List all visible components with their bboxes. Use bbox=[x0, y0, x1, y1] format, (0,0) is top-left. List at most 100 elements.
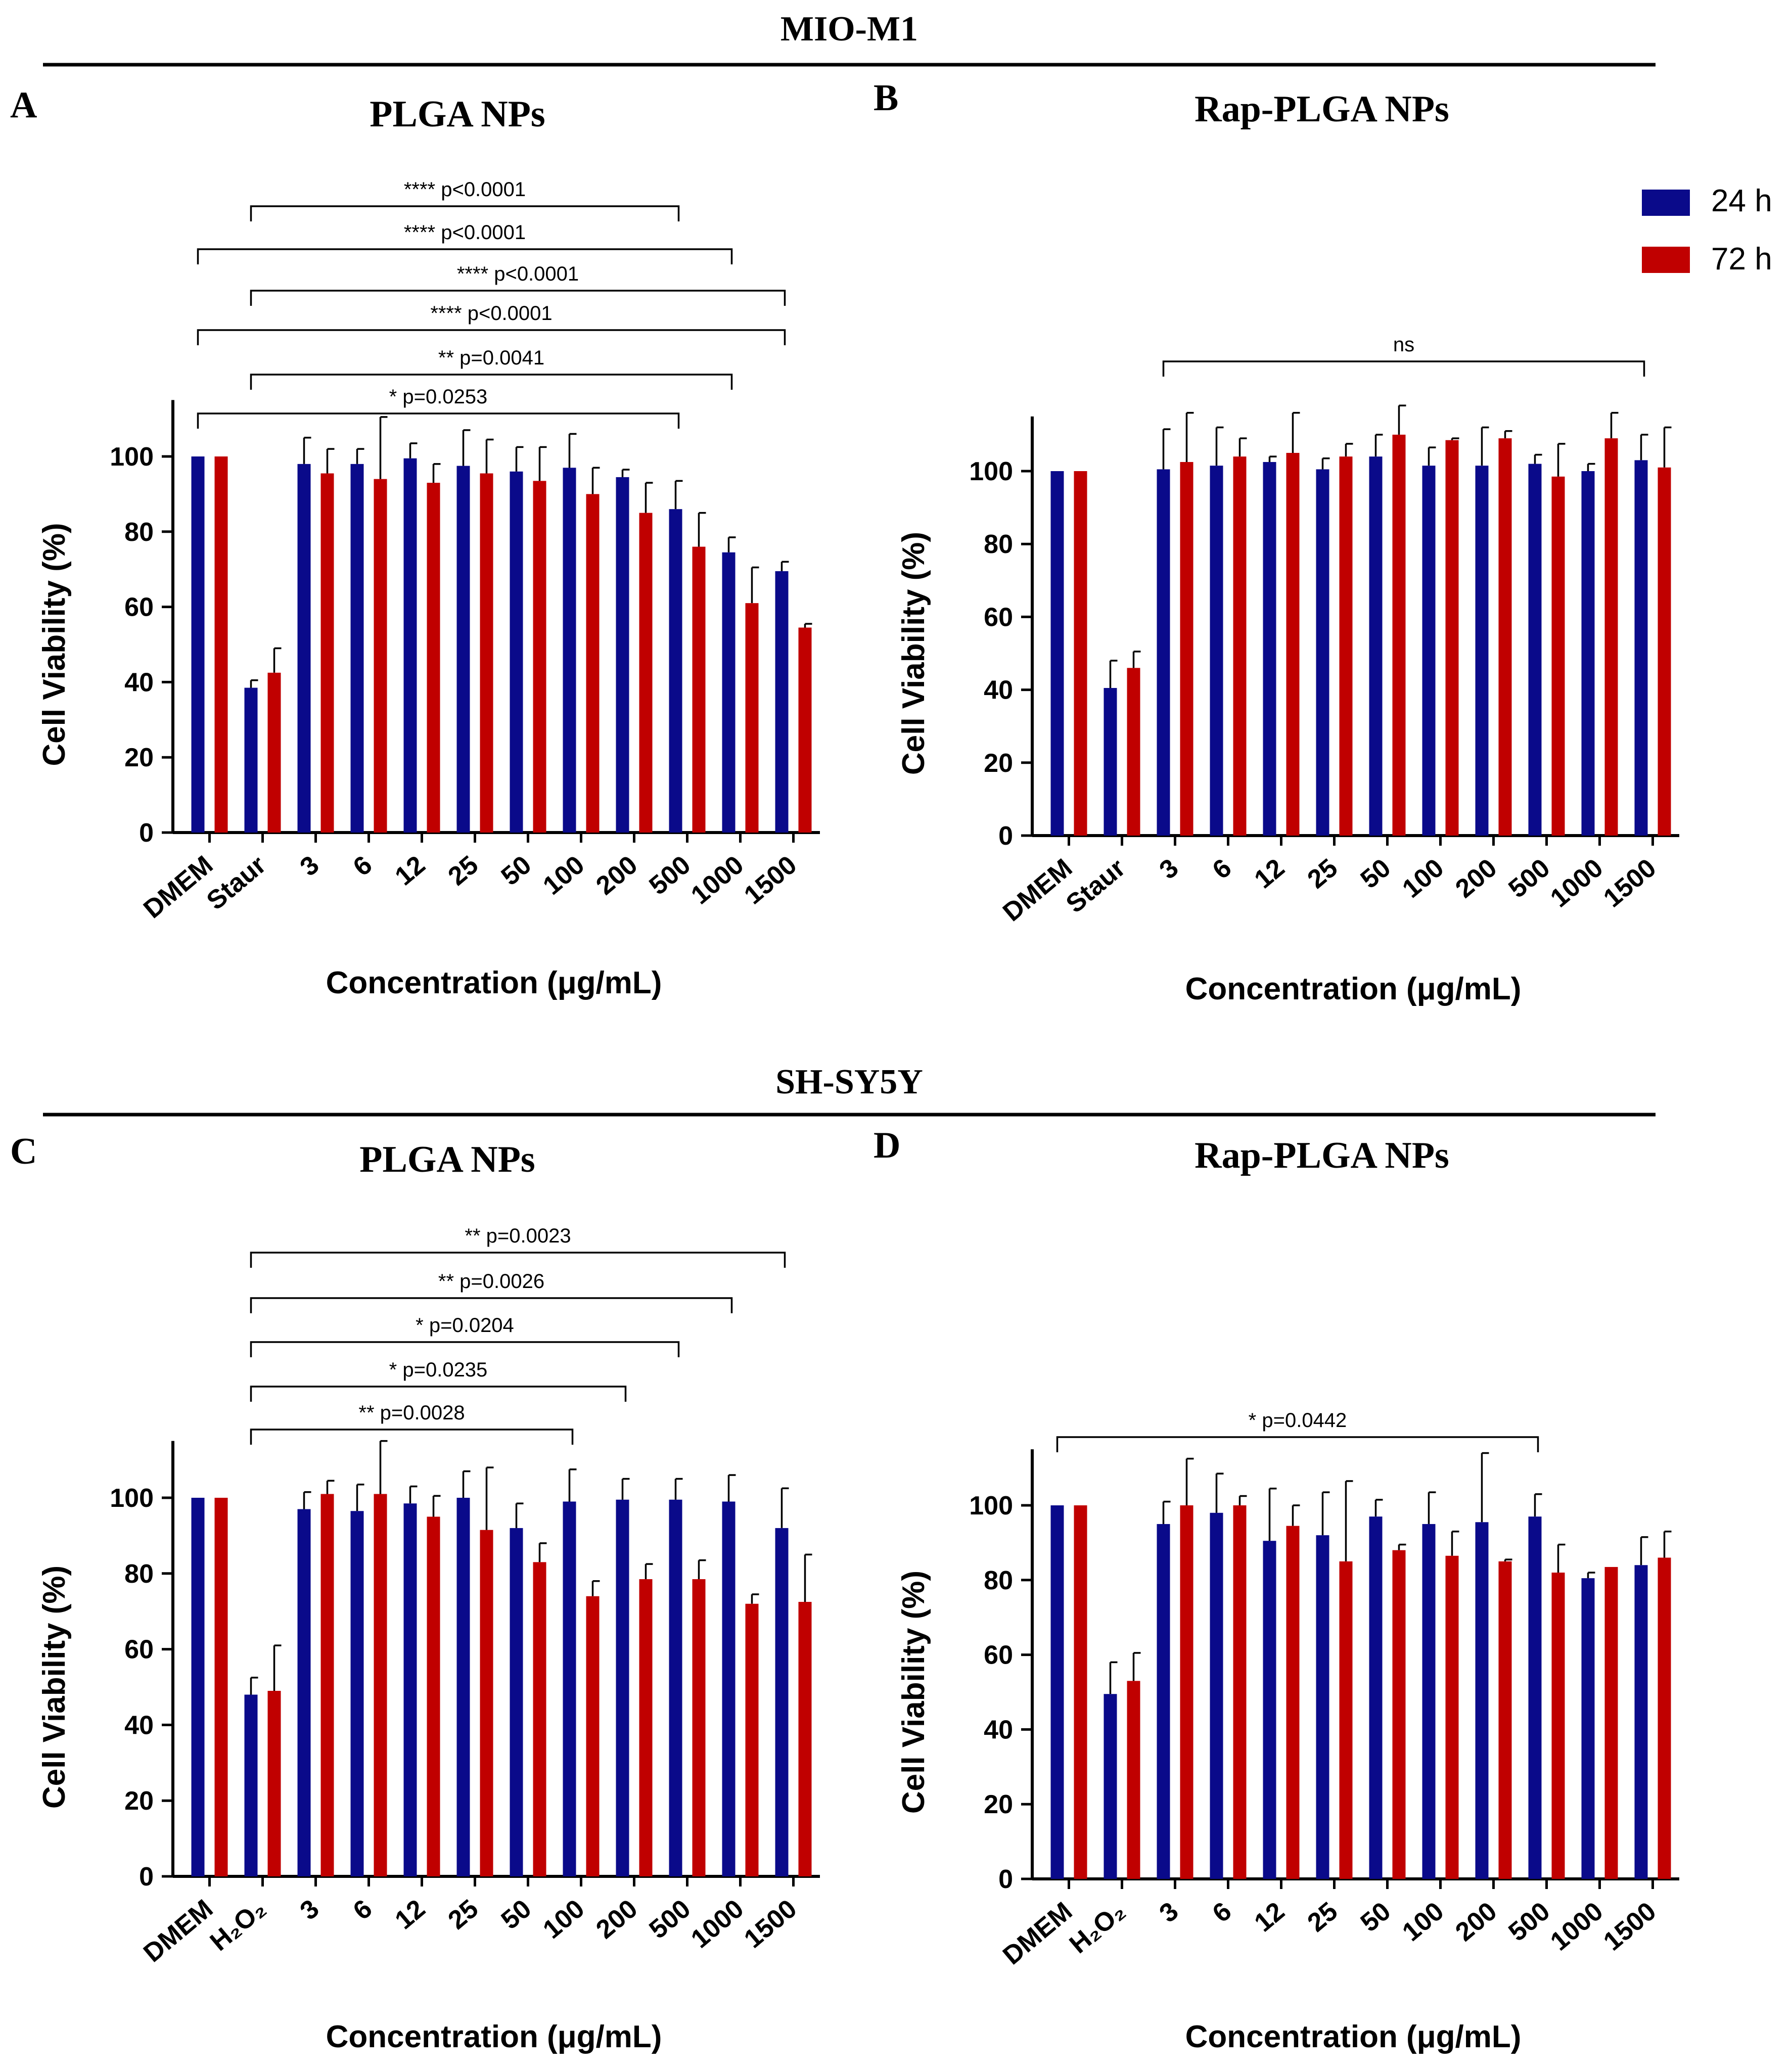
panel-a-bar-72h bbox=[745, 603, 759, 833]
panel-b-bar-72h bbox=[1286, 452, 1300, 836]
panel-d-y-tick-label: 100 bbox=[969, 1491, 1013, 1521]
panel-letter-c: C bbox=[10, 1131, 37, 1172]
panel-d-y-axis-title: Cell Viability (%) bbox=[896, 1571, 931, 1814]
panel-b-bar-24h bbox=[1528, 464, 1542, 836]
panel-d-x-tick-label: 12 bbox=[1249, 1897, 1291, 1938]
panel-b-bar-24h bbox=[1050, 471, 1064, 836]
panel-b-bar-24h bbox=[1369, 456, 1383, 836]
panel-b-y-tick-label: 0 bbox=[998, 821, 1013, 851]
panel-c-bar-24h bbox=[297, 1509, 311, 1876]
panel-a-bar-72h bbox=[214, 456, 228, 833]
panel-d-bar-72h bbox=[1286, 1526, 1300, 1879]
panel-b-y-tick-label: 20 bbox=[984, 749, 1013, 778]
panel-d-x-tick-label: 1500 bbox=[1598, 1897, 1662, 1957]
panel-c-y-tick-label: 60 bbox=[124, 1635, 154, 1665]
panel-a-x-tick-label: 500 bbox=[644, 850, 696, 901]
panel-a-y-tick-label: 0 bbox=[139, 818, 154, 848]
panel-c-bar-24h bbox=[403, 1503, 417, 1876]
panel-c-x-tick-label: 3 bbox=[295, 1894, 325, 1926]
panel-a-bar-24h bbox=[722, 552, 736, 833]
panel-a-y-tick-label: 20 bbox=[124, 743, 154, 772]
panel-b-x-tick-label: 200 bbox=[1450, 853, 1502, 904]
panel-a-title: PLGA NPs bbox=[370, 94, 545, 135]
panel-c-x-tick-label: 25 bbox=[443, 1894, 484, 1936]
legend-swatch-72h bbox=[1642, 247, 1690, 273]
panel-a-y-tick-label: 60 bbox=[124, 593, 154, 622]
panel-d-bar-24h bbox=[1581, 1578, 1595, 1879]
panel-d-bar-72h bbox=[1127, 1681, 1140, 1879]
panel-a-bar-24h bbox=[244, 687, 258, 833]
panel-b-x-tick-label: 1500 bbox=[1598, 853, 1662, 913]
panel-c-bar-72h bbox=[267, 1690, 281, 1876]
panel-d-x-tick-label: DMEM bbox=[997, 1897, 1078, 1971]
panel-d-x-tick-label: 100 bbox=[1397, 1897, 1449, 1947]
panel-d-x-tick-label: 6 bbox=[1207, 1897, 1237, 1928]
panel-d-bar-72h bbox=[1445, 1555, 1459, 1879]
panel-d-bar-24h bbox=[1422, 1524, 1436, 1879]
panel-b-bar-24h bbox=[1157, 469, 1170, 836]
panel-c-x-axis-title: Concentration (μg/mL) bbox=[326, 2019, 662, 2054]
panel-b-x-tick-label: Staur bbox=[1061, 853, 1131, 919]
panel-a-bar-72h bbox=[320, 473, 334, 833]
panel-c-y-tick-label: 80 bbox=[124, 1559, 154, 1589]
panel-b-x-tick-label: 500 bbox=[1503, 853, 1555, 904]
panel-a-y-axis-title: Cell Viability (%) bbox=[37, 523, 72, 766]
panel-c-significance-label: ** p=0.0023 bbox=[465, 1225, 571, 1247]
panel-c-x-tick-label: H₂O₂ bbox=[205, 1894, 271, 1957]
panel-c-bar-24h bbox=[350, 1511, 364, 1876]
panel-b-bar-24h bbox=[1104, 687, 1117, 836]
panel-c-x-tick-label: DMEM bbox=[138, 1894, 218, 1968]
panel-d-bar-72h bbox=[1604, 1567, 1618, 1879]
panel-c-x-tick-label: 200 bbox=[590, 1894, 643, 1945]
panel-b-bar-72h bbox=[1445, 440, 1459, 836]
panel-d-x-tick-label: 25 bbox=[1302, 1897, 1344, 1938]
panel-d-bar-24h bbox=[1157, 1524, 1170, 1879]
panel-a-x-tick-label: 6 bbox=[348, 850, 378, 882]
panel-b-bar-72h bbox=[1658, 467, 1671, 836]
panel-a-significance-bracket bbox=[250, 374, 733, 390]
panel-c-significance-label: ** p=0.0026 bbox=[438, 1270, 544, 1293]
panel-c-significance-bracket bbox=[250, 1341, 680, 1357]
panel-a-x-axis-title: Concentration (μg/mL) bbox=[326, 965, 662, 1000]
legend-label-72h: 72 h bbox=[1711, 242, 1772, 277]
panel-d-bar-72h bbox=[1180, 1505, 1193, 1879]
panel-a-x-tick-label: DMEM bbox=[138, 850, 218, 925]
panel-c-x-tick-label: 100 bbox=[537, 1894, 590, 1945]
panel-b-x-tick-label: 6 bbox=[1207, 853, 1237, 885]
panel-d-x-tick-label: H₂O₂ bbox=[1064, 1897, 1131, 1959]
panel-c-significance-bracket bbox=[250, 1429, 574, 1445]
panel-b-bar-72h bbox=[1233, 456, 1247, 836]
panel-c-y-tick-label: 100 bbox=[110, 1484, 154, 1513]
panel-b-bar-24h bbox=[1475, 466, 1489, 836]
panel-c-significance-label: * p=0.0235 bbox=[389, 1359, 488, 1381]
panel-d-bar-72h bbox=[1392, 1550, 1406, 1879]
panel-c-x-tick-label: 50 bbox=[496, 1894, 537, 1936]
panel-b-x-tick-label: 50 bbox=[1355, 853, 1397, 895]
panel-d-bar-24h bbox=[1210, 1512, 1223, 1879]
panel-d-bar-72h bbox=[1498, 1561, 1512, 1879]
panel-c-x-tick-label: 1500 bbox=[739, 1894, 802, 1954]
panel-c-significance-label: ** p=0.0028 bbox=[358, 1402, 465, 1424]
panel-c-significance-bracket bbox=[250, 1297, 733, 1313]
panel-d-x-tick-label: 200 bbox=[1450, 1897, 1502, 1947]
panel-a-y-tick-label: 100 bbox=[110, 442, 154, 472]
panel-b-bar-24h bbox=[1581, 471, 1595, 836]
panel-a-x-tick-label: 200 bbox=[590, 850, 643, 901]
legend-label-24h: 24 h bbox=[1711, 183, 1772, 218]
panel-c-bar-72h bbox=[427, 1516, 440, 1876]
panel-d-bar-24h bbox=[1050, 1505, 1064, 1879]
section-title-sh-sy5y: SH-SY5Y bbox=[775, 1063, 923, 1101]
panel-b-bar-72h bbox=[1339, 456, 1353, 836]
panel-d-x-tick-label: 50 bbox=[1355, 1897, 1397, 1938]
panel-b-title: Rap-PLGA NPs bbox=[1194, 88, 1449, 130]
panel-d-x-axis-title: Concentration (μg/mL) bbox=[1185, 2019, 1522, 2054]
panel-b-bar-72h bbox=[1127, 668, 1140, 836]
panel-d-y-tick-label: 40 bbox=[984, 1715, 1013, 1744]
panel-b-significance-label: ns bbox=[1393, 334, 1414, 356]
panel-b-significance-bracket bbox=[1162, 360, 1645, 377]
panel-c-significance-bracket bbox=[250, 1252, 786, 1268]
panel-c-bar-24h bbox=[191, 1498, 205, 1876]
panel-c-x-tick-label: 500 bbox=[644, 1894, 696, 1945]
